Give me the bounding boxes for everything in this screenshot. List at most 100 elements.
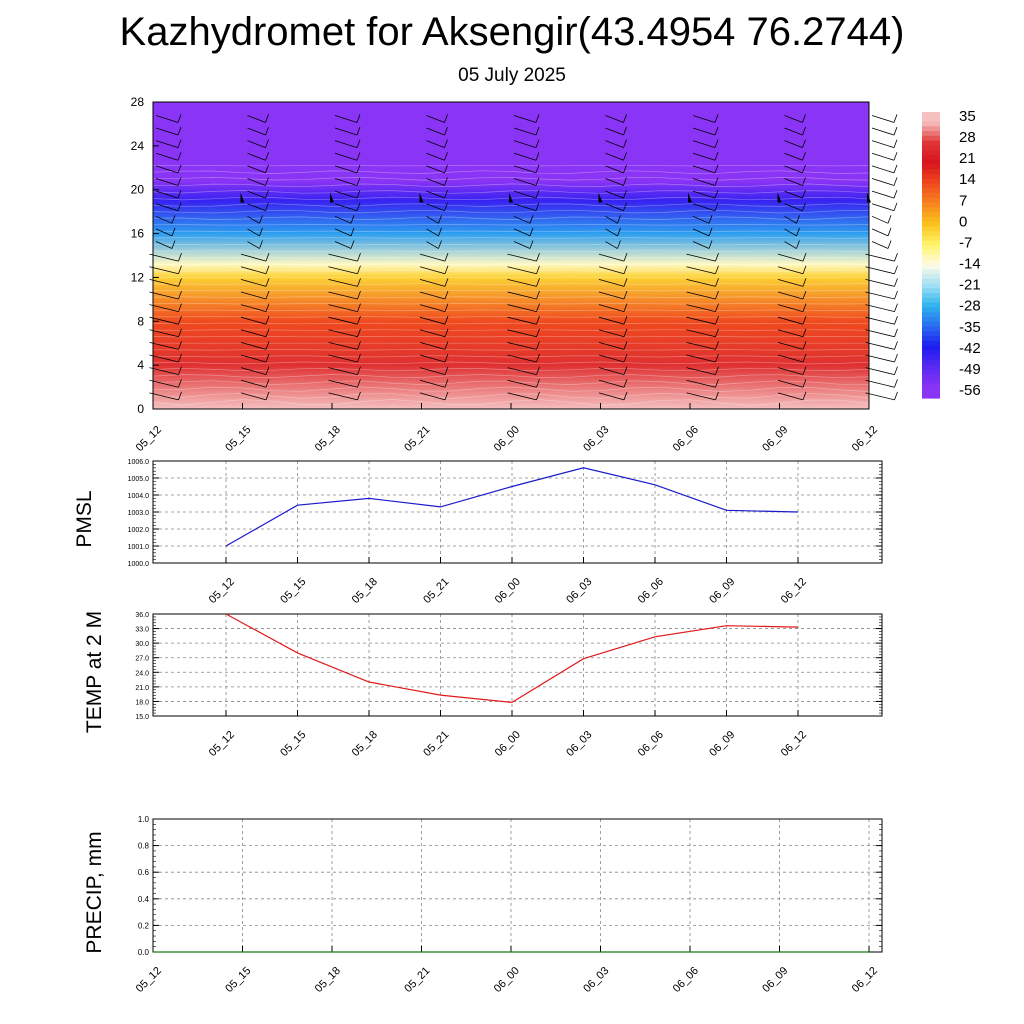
contour-line bbox=[152, 367, 870, 372]
y-axis-label: PRECIP, mm bbox=[83, 831, 106, 953]
wind-barb-flag bbox=[536, 265, 540, 274]
wind-barb-flag bbox=[265, 290, 270, 300]
contour-line bbox=[152, 335, 870, 338]
series-line bbox=[225, 467, 799, 547]
wind-barb-shaft bbox=[426, 140, 445, 149]
colorbar-swatch bbox=[922, 240, 940, 247]
wind-barb-shaft bbox=[784, 115, 803, 123]
wind-barb-shaft bbox=[507, 278, 537, 287]
wind-barb-flag bbox=[715, 353, 719, 363]
contour-line bbox=[152, 399, 870, 406]
wind-barb-shaft bbox=[328, 266, 358, 275]
colorbar-swatch bbox=[922, 312, 940, 318]
wind-barb-flag bbox=[356, 152, 361, 161]
colorbar-swatch bbox=[922, 264, 940, 270]
wind-barb-shaft bbox=[513, 115, 537, 123]
wind-barb-flag bbox=[265, 391, 270, 400]
wind-barb-shaft bbox=[247, 203, 266, 212]
wind-barb-flag bbox=[265, 164, 269, 174]
x-tick-label: 06_03 bbox=[564, 576, 594, 606]
y-tick-label: 21.0 bbox=[135, 685, 149, 692]
wind-barb-shaft bbox=[328, 253, 358, 262]
colorbar-swatch bbox=[922, 278, 940, 285]
wind-barb-shaft bbox=[155, 140, 179, 149]
x-tick-label: 05_12 bbox=[207, 729, 237, 759]
wind-barb-shaft bbox=[598, 367, 625, 376]
contour-line bbox=[152, 289, 870, 292]
wind-barb-flag bbox=[715, 278, 719, 287]
wind-barb-shaft bbox=[149, 266, 179, 275]
chart-title: Kazhydromet for Aksengir(43.4954 76.2744… bbox=[119, 10, 905, 54]
colorbar-label: 14 bbox=[959, 171, 976, 188]
wind-barb-flag bbox=[715, 328, 719, 337]
colorbar: 35 28 21 14 7 0 -7 -14 -21 -28 -35 -42 -49 -56 bbox=[922, 108, 981, 399]
wind-barb-flag bbox=[714, 177, 719, 186]
y-tick-label: 0.4 bbox=[138, 895, 150, 904]
wind-barb-flag bbox=[708, 215, 713, 224]
contour-line bbox=[152, 164, 870, 167]
contour-line bbox=[152, 203, 870, 207]
contour-line bbox=[153, 283, 870, 285]
wind-barb-shaft bbox=[507, 291, 537, 300]
wind-barb-flag bbox=[894, 303, 898, 312]
wind-barb-shaft bbox=[149, 316, 179, 325]
wind-barb-shaft bbox=[419, 379, 446, 388]
wind-barb-flag bbox=[265, 278, 270, 287]
wind-barb-shaft bbox=[692, 165, 716, 174]
wind-barb-shaft bbox=[155, 241, 173, 249]
wind-barb-flag bbox=[802, 341, 807, 350]
temp2m-panel: 15.0 18.0 21.0 24.0 27.0 30.0 33.0 36.0 05_12 05_… bbox=[83, 611, 883, 759]
x-tick-label: 06_12 bbox=[779, 576, 809, 606]
contour-line bbox=[152, 276, 869, 279]
x-tick-label: 05_18 bbox=[350, 729, 380, 759]
wind-barb-shaft bbox=[865, 354, 895, 363]
wind-barb-flag bbox=[802, 177, 806, 186]
wind-barb-shaft bbox=[149, 329, 179, 338]
wind-barb-flag bbox=[177, 164, 182, 174]
wind-barb-shaft bbox=[240, 291, 267, 300]
contour-line bbox=[152, 190, 870, 194]
wind-barb-flag bbox=[887, 215, 892, 224]
colorbar-swatch bbox=[922, 216, 940, 223]
wind-barb-shaft bbox=[155, 152, 179, 161]
wind-barb-shaft bbox=[605, 127, 624, 136]
wind-barb-shaft bbox=[871, 127, 895, 136]
wind-barb-flag bbox=[356, 202, 361, 211]
wind-barb-shaft bbox=[784, 203, 803, 212]
wind-barb-shaft bbox=[513, 190, 537, 199]
wind-barb-shaft bbox=[686, 316, 716, 325]
wind-barb-flag bbox=[802, 126, 806, 136]
colorbar-swatch bbox=[922, 369, 940, 375]
wind-barb-flag bbox=[444, 253, 449, 262]
wind-barb-shaft bbox=[149, 253, 179, 262]
wind-barb-shaft bbox=[247, 241, 260, 249]
y-tick-label: 15.0 bbox=[135, 714, 149, 721]
wind-barb-shaft bbox=[692, 215, 710, 224]
wind-barb-shaft bbox=[605, 165, 624, 174]
wind-barb-shaft bbox=[865, 367, 895, 376]
wind-barb-flag bbox=[535, 139, 540, 148]
wind-barb-flag bbox=[623, 290, 628, 300]
wind-barb-flag bbox=[535, 114, 540, 123]
wind-barb-shaft bbox=[328, 329, 358, 338]
wind-barb-shaft bbox=[240, 304, 267, 312]
wind-barb-shaft bbox=[605, 178, 624, 186]
y-axis-label: PMSL bbox=[73, 490, 96, 547]
wind-barb-flag bbox=[177, 177, 182, 186]
wind-barb-flag bbox=[802, 265, 807, 274]
y-tick-label: 1000.0 bbox=[128, 561, 150, 568]
wind-barb-shaft bbox=[334, 190, 358, 199]
wind-barb-flag bbox=[259, 240, 263, 249]
wind-barb-flag bbox=[623, 265, 628, 274]
colorbar-swatch bbox=[922, 350, 940, 356]
wind-barb-flag bbox=[623, 253, 628, 262]
wind-barb-shaft bbox=[871, 203, 895, 212]
wind-barb-shaft bbox=[426, 215, 439, 224]
y-tick-label: 0.2 bbox=[138, 921, 150, 930]
panel-frame bbox=[152, 613, 883, 717]
contour-line bbox=[152, 263, 870, 265]
x-tick-label: 06_06 bbox=[671, 965, 701, 995]
wind-barb-shaft bbox=[784, 152, 803, 161]
wind-barb-flag bbox=[171, 215, 176, 224]
wind-barb-shaft bbox=[507, 266, 537, 275]
